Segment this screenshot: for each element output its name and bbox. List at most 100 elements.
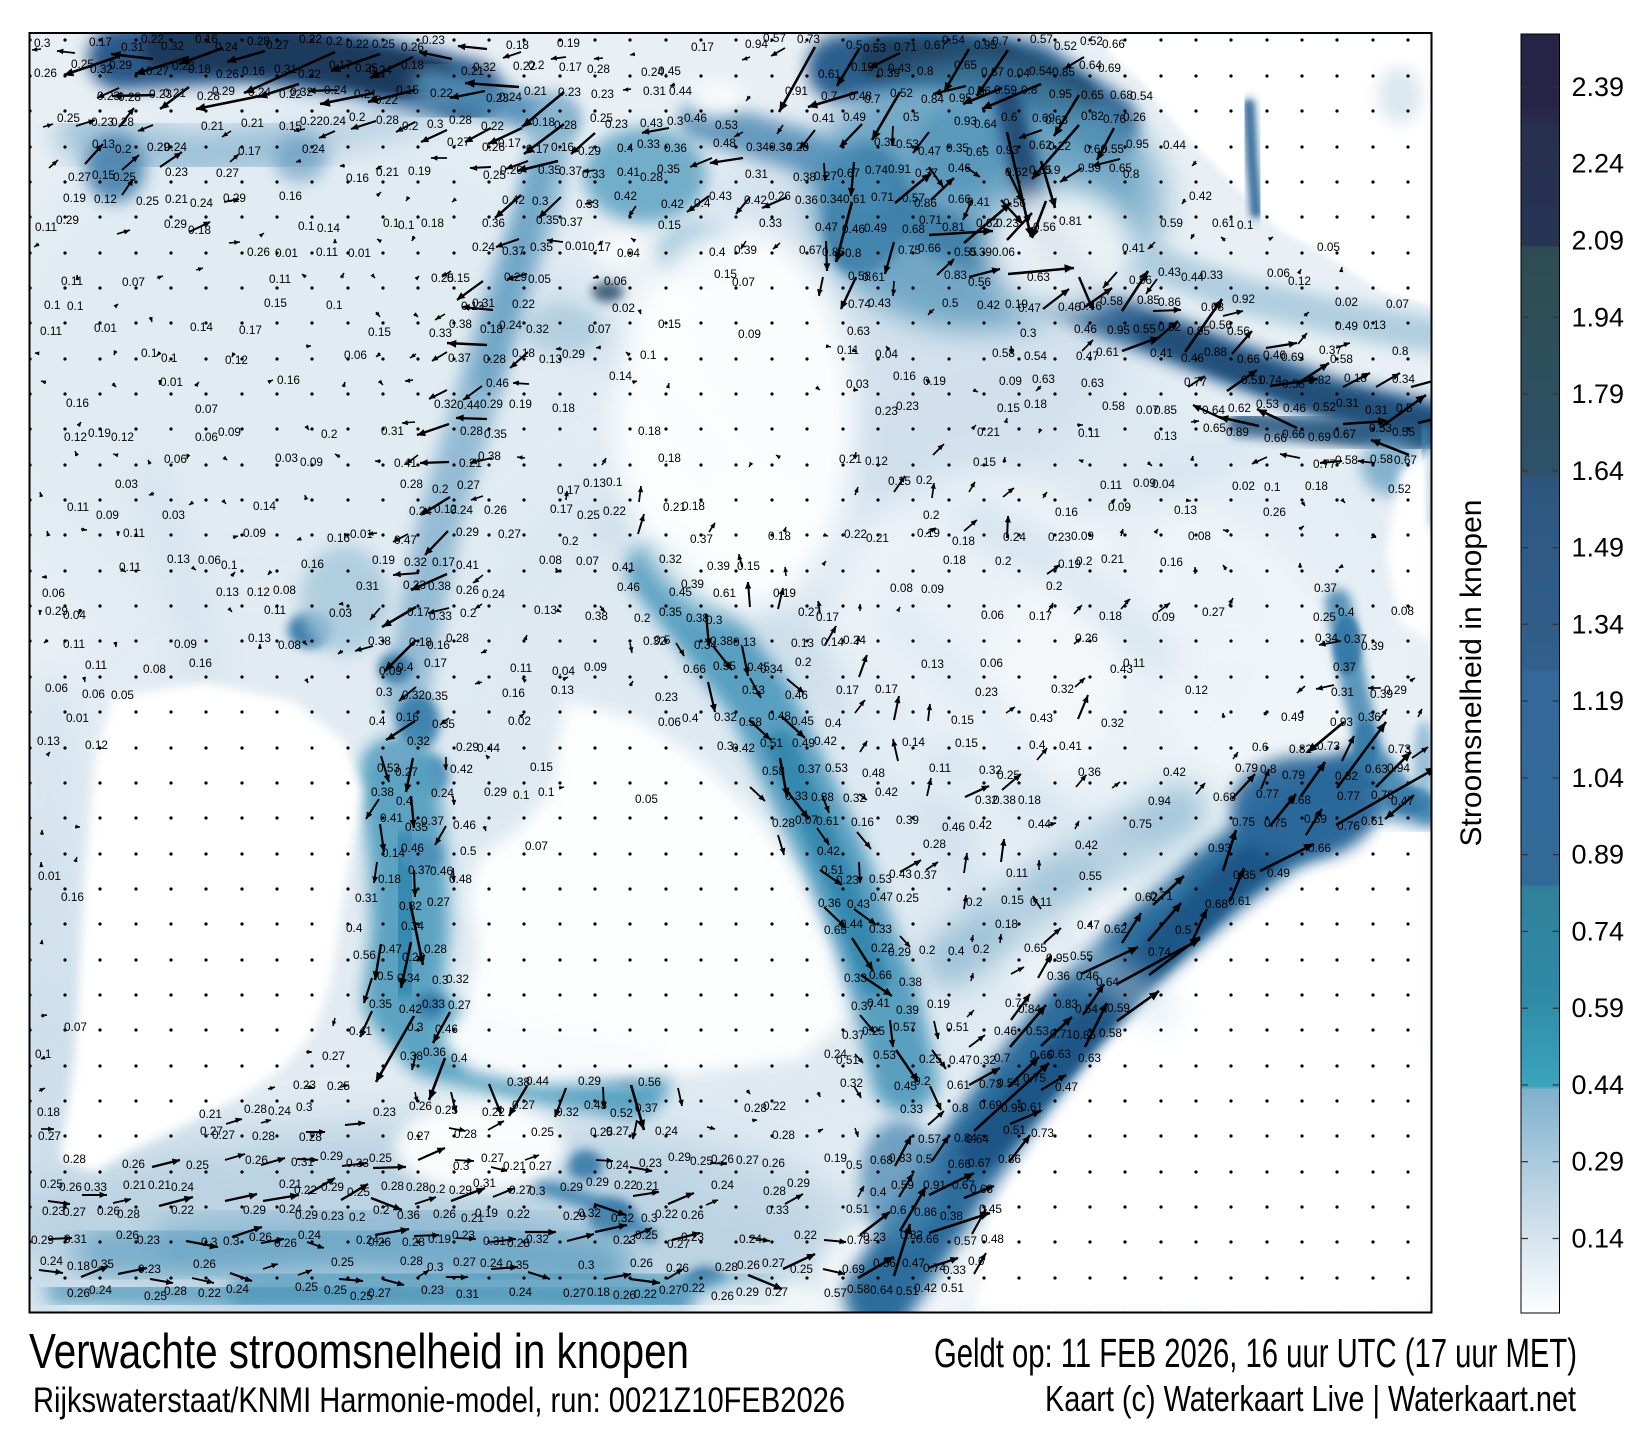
svg-text:0.23: 0.23 [149,87,172,101]
svg-text:0.15: 0.15 [447,271,470,285]
svg-text:Kaart (c) Waterkaart Live | Wa: Kaart (c) Waterkaart Live | Waterkaart.n… [1045,1378,1576,1419]
svg-text:0.28: 0.28 [111,115,134,129]
svg-text:0.31: 0.31 [381,424,404,438]
svg-text:1.04: 1.04 [1572,763,1625,793]
svg-text:0.43: 0.43 [709,189,732,203]
svg-text:0.26: 0.26 [737,1258,760,1272]
svg-text:0.52: 0.52 [1080,34,1103,48]
svg-text:0.85: 0.85 [1137,293,1160,307]
svg-text:0.06: 0.06 [42,586,65,600]
svg-text:0.24: 0.24 [431,786,454,800]
svg-text:0.42: 0.42 [969,818,992,832]
svg-text:0.5: 0.5 [1396,401,1413,415]
svg-text:0.28: 0.28 [63,1152,86,1166]
svg-text:0.07: 0.07 [1386,297,1409,311]
svg-text:0.2: 0.2 [923,508,939,522]
svg-text:0.24: 0.24 [164,140,187,154]
svg-text:0.18: 0.18 [506,38,529,52]
svg-text:0.52: 0.52 [610,1106,633,1120]
svg-text:0.67: 0.67 [837,166,860,180]
svg-text:0.27: 0.27 [200,1124,223,1138]
svg-text:0.22: 0.22 [844,527,867,541]
svg-text:0.45: 0.45 [747,660,770,674]
svg-text:0.23: 0.23 [613,1233,636,1247]
svg-text:0.39: 0.39 [1361,639,1384,653]
svg-text:0.46: 0.46 [1076,969,1099,983]
svg-text:0.52: 0.52 [890,86,913,100]
svg-text:0.18: 0.18 [1018,793,1041,807]
svg-text:0.26: 0.26 [1123,110,1146,124]
svg-text:0.85: 0.85 [1052,65,1075,79]
svg-text:0.2: 0.2 [349,110,365,124]
svg-text:0.13: 0.13 [791,636,814,650]
svg-text:0.2: 0.2 [1076,554,1092,568]
svg-text:0.58: 0.58 [848,269,871,283]
svg-text:0.43: 0.43 [1158,265,1181,279]
svg-text:0.37: 0.37 [1333,660,1356,674]
svg-text:0.35: 0.35 [530,240,553,254]
svg-text:0.27: 0.27 [814,169,837,183]
svg-text:0.27: 0.27 [798,605,821,619]
svg-text:0.24: 0.24 [739,1232,762,1246]
svg-text:0.54: 0.54 [1130,89,1153,103]
svg-text:0.38: 0.38 [686,611,709,625]
svg-text:0.22: 0.22 [294,1183,317,1197]
svg-text:0.25: 0.25 [350,1289,373,1303]
svg-text:0.09: 0.09 [584,660,607,674]
svg-text:0.42: 0.42 [814,734,837,748]
svg-text:0.12: 0.12 [225,353,248,367]
svg-text:0.8: 0.8 [845,246,862,260]
svg-text:0.29: 0.29 [109,58,132,72]
svg-text:0.33: 0.33 [869,922,892,936]
svg-text:0.47: 0.47 [918,144,941,158]
svg-text:0.37: 0.37 [635,1101,658,1115]
svg-text:0.39: 0.39 [877,66,900,80]
svg-text:0.2: 0.2 [995,554,1011,568]
svg-text:0.42: 0.42 [399,1002,422,1016]
svg-text:0.38: 0.38 [400,1049,423,1063]
svg-text:0.28: 0.28 [554,118,577,132]
svg-text:0.15: 0.15 [973,455,996,469]
svg-text:0.42: 0.42 [817,844,840,858]
svg-text:0.23: 0.23 [421,1283,444,1297]
svg-text:0.23: 0.23 [293,1078,316,1092]
svg-text:0.26: 0.26 [401,40,424,54]
svg-text:0.55: 0.55 [1079,869,1102,883]
svg-text:0.19: 0.19 [824,1151,847,1165]
svg-text:0.73: 0.73 [1388,742,1411,756]
svg-text:0.18: 0.18 [37,1105,60,1119]
svg-text:0.46: 0.46 [948,161,971,175]
svg-text:0.41: 0.41 [349,1024,372,1038]
svg-text:0.28: 0.28 [117,1207,140,1221]
svg-text:0.1: 0.1 [640,348,656,362]
svg-text:0.04: 0.04 [63,608,86,622]
svg-text:0.26: 0.26 [613,1288,636,1302]
svg-text:0.24: 0.24 [499,318,522,332]
svg-text:0.92: 0.92 [1232,292,1255,306]
svg-text:0.25: 0.25 [590,1125,613,1139]
svg-text:0.23: 0.23 [975,685,998,699]
svg-text:0.19: 0.19 [923,374,946,388]
svg-text:0.46: 0.46 [942,820,965,834]
svg-text:1.49: 1.49 [1572,533,1625,563]
svg-text:0.57: 0.57 [1030,32,1053,46]
svg-text:0.41: 0.41 [617,165,640,179]
svg-text:0.2: 0.2 [966,895,982,909]
svg-text:0.15: 0.15 [396,83,419,97]
svg-text:0.52: 0.52 [1158,320,1181,334]
svg-text:0.25: 0.25 [997,768,1020,782]
svg-text:0.21: 0.21 [459,456,482,470]
svg-text:0.11: 0.11 [1100,478,1122,492]
svg-text:0.16: 0.16 [277,373,300,387]
svg-text:0.22: 0.22 [279,87,302,101]
svg-text:0.33: 0.33 [429,609,452,623]
svg-text:0.51: 0.51 [946,1020,969,1034]
svg-text:0.49: 0.49 [864,221,887,235]
svg-text:0.18: 0.18 [658,451,681,465]
svg-text:0.59: 0.59 [1304,812,1327,826]
svg-text:0.58: 0.58 [847,1282,870,1296]
svg-text:0.69: 0.69 [842,1262,865,1276]
svg-text:0.2: 0.2 [373,1203,389,1217]
svg-text:0.25: 0.25 [896,891,919,905]
svg-text:0.33: 0.33 [422,997,445,1011]
